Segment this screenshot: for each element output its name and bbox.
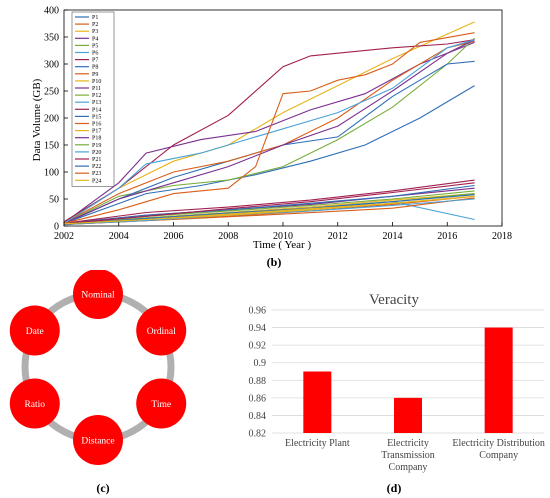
chart-title: Veracity bbox=[369, 292, 419, 308]
series-line-p16 bbox=[63, 40, 475, 224]
series-line-p15 bbox=[63, 184, 475, 225]
legend-entry: P19 bbox=[92, 143, 101, 149]
y-axis-label: Data Volume (GB) bbox=[31, 78, 43, 161]
x-axis-label: Time ( Year ) bbox=[253, 239, 312, 251]
y-tick-label: 200 bbox=[44, 114, 59, 125]
series-line-p7 bbox=[63, 39, 475, 223]
legend-entry: P6 bbox=[92, 51, 98, 57]
category-label: Transmission bbox=[381, 450, 435, 461]
series-line-p3 bbox=[63, 21, 475, 224]
legend-entry: P2 bbox=[92, 22, 98, 28]
y-tick-label: 0.84 bbox=[249, 411, 267, 422]
series-line-p5 bbox=[63, 37, 475, 224]
y-tick-label: 300 bbox=[44, 60, 59, 71]
x-tick-label: 2002 bbox=[54, 231, 74, 242]
x-tick-label: 2014 bbox=[383, 231, 403, 242]
series-line-p24 bbox=[63, 195, 475, 225]
legend-entry: P21 bbox=[92, 157, 101, 163]
y-tick-label: 0.96 bbox=[249, 306, 267, 317]
legend-entry: P5 bbox=[92, 43, 98, 49]
legend-entry: P24 bbox=[92, 178, 101, 184]
series-line-p23 bbox=[63, 32, 475, 224]
y-tick-label: 400 bbox=[44, 6, 59, 17]
legend-entry: P4 bbox=[92, 36, 98, 42]
node-ordinal bbox=[136, 305, 187, 356]
series-line-p18 bbox=[63, 39, 475, 224]
x-tick-label: 2004 bbox=[109, 231, 129, 242]
y-tick-label: 350 bbox=[44, 33, 59, 44]
bar-2 bbox=[394, 397, 422, 433]
y-tick-label: 50 bbox=[49, 195, 59, 206]
x-tick-label: 2018 bbox=[492, 231, 512, 242]
panel-b-caption: (b) bbox=[267, 255, 282, 269]
legend-entry: P10 bbox=[92, 79, 101, 85]
category-label: Electricity bbox=[387, 438, 429, 449]
y-tick-label: 150 bbox=[44, 141, 59, 152]
legend-entry: P22 bbox=[92, 164, 101, 170]
category-label: Company bbox=[479, 450, 518, 461]
y-tick-label: 0.82 bbox=[249, 429, 267, 440]
legend-entry: P12 bbox=[92, 93, 101, 99]
legend-entry: P8 bbox=[92, 65, 98, 71]
x-tick-label: 2012 bbox=[328, 231, 348, 242]
data-type-ring-diagram: Nominal Ordinal Time Distance Ratio Date (c) bbox=[9, 270, 187, 495]
legend-entry: P20 bbox=[92, 150, 101, 156]
legend-entry: P15 bbox=[92, 114, 101, 120]
x-tick-label: 2010 bbox=[273, 231, 293, 242]
node-date bbox=[9, 305, 60, 356]
y-tick-label: 100 bbox=[44, 168, 59, 179]
series-line-p1 bbox=[63, 85, 475, 224]
legend-entry: P13 bbox=[92, 100, 101, 106]
y-tick-label: 250 bbox=[44, 87, 59, 98]
y-tick-label: 0.92 bbox=[249, 341, 267, 352]
category-label: Electricity Distribution bbox=[452, 438, 544, 449]
y-tick-label: 0.88 bbox=[249, 376, 267, 387]
category-label: Electricity Plant bbox=[285, 438, 350, 449]
node-ratio bbox=[9, 378, 60, 429]
node-label: Date bbox=[26, 327, 44, 337]
bar-3 bbox=[484, 327, 513, 433]
legend-entry: P3 bbox=[92, 29, 98, 35]
x-tick-label: 2006 bbox=[164, 231, 184, 242]
y-tick-label: 0.86 bbox=[249, 393, 267, 404]
legend-entry: P7 bbox=[92, 58, 98, 64]
data-volume-line-chart: 2002 2004 2006 2008 2010 2012 2014 2016 2018 0 50 1… bbox=[31, 6, 512, 270]
series-line-p21 bbox=[63, 182, 475, 225]
veracity-bar-chart: Veracity 0.82 0.84 0.86 0.88 0.9 0.92 0.94 0.96… bbox=[249, 292, 545, 495]
panel-d-caption: (d) bbox=[387, 481, 402, 495]
bar-1 bbox=[303, 371, 332, 433]
node-time bbox=[136, 378, 187, 429]
category-label: Company bbox=[389, 462, 428, 473]
node-label: Ratio bbox=[24, 400, 45, 410]
node-label: Distance bbox=[81, 437, 114, 447]
series-line-p4 bbox=[63, 41, 475, 224]
x-tick-label: 2008 bbox=[218, 231, 238, 242]
legend-entry: P1 bbox=[92, 15, 98, 21]
node-label: Time bbox=[151, 400, 171, 410]
legend-entry: P17 bbox=[92, 129, 101, 135]
y-tick-label: 0.9 bbox=[254, 358, 267, 369]
legend-entry: P16 bbox=[92, 122, 101, 128]
node-nominal bbox=[73, 270, 123, 319]
series-line-p22 bbox=[63, 194, 475, 225]
node-distance bbox=[73, 415, 123, 465]
series-line-p8 bbox=[63, 60, 475, 225]
y-tick-label: 0.94 bbox=[249, 323, 267, 334]
series-line-p20 bbox=[63, 39, 475, 224]
node-label: Ordinal bbox=[147, 327, 176, 337]
legend-entry: P9 bbox=[92, 72, 98, 78]
legend-entry: P18 bbox=[92, 136, 101, 142]
legend-entry: P14 bbox=[92, 107, 101, 113]
legend-entry: P11 bbox=[92, 86, 101, 92]
node-label: Nominal bbox=[81, 291, 115, 301]
panel-c-caption: (c) bbox=[96, 481, 109, 495]
legend-entry: P23 bbox=[92, 171, 101, 177]
legend-box bbox=[71, 11, 115, 187]
x-tick-label: 2016 bbox=[437, 231, 457, 242]
y-tick-label: 0 bbox=[54, 222, 59, 233]
series-line-p14 bbox=[63, 179, 475, 224]
